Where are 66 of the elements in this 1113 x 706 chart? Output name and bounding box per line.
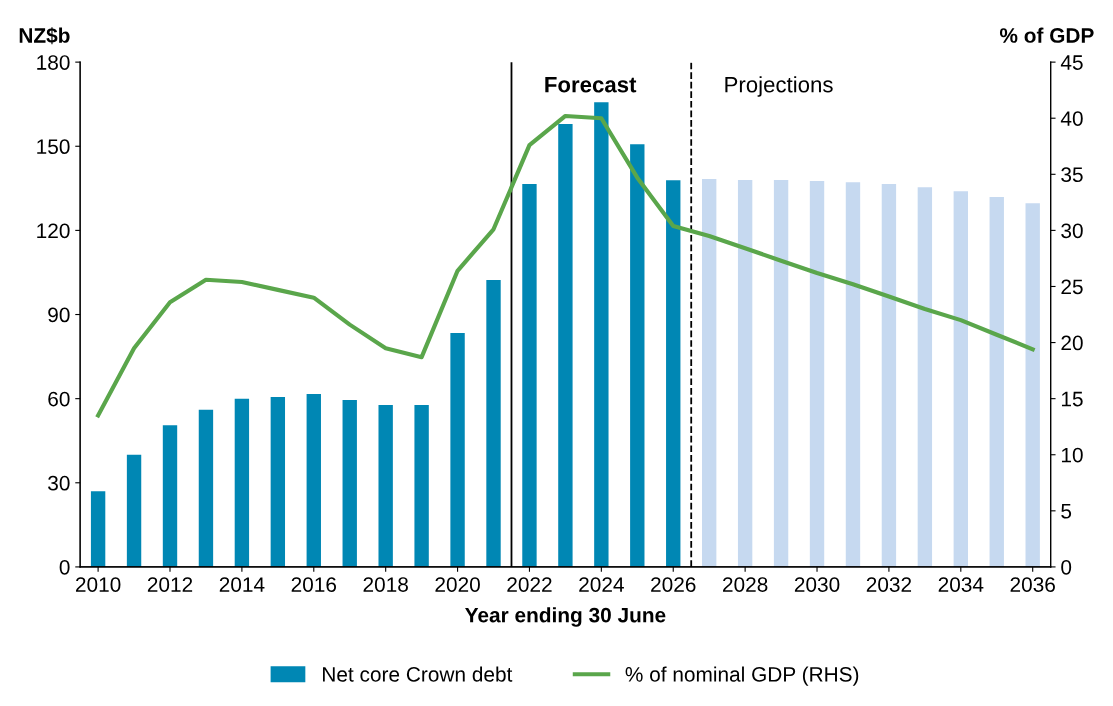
y-axis-title: NZ$b [19, 27, 70, 45]
bar [773, 179, 789, 567]
y-tick-label: 120 [37, 223, 70, 239]
bar [630, 144, 645, 567]
bar [737, 179, 753, 567]
bar [162, 425, 178, 567]
x-tick-label: 2026 [651, 577, 696, 592]
x-tick-label: 2028 [723, 577, 768, 592]
ref-line-label: Forecast [545, 76, 637, 93]
y2-tick-label: 20 [1061, 335, 1083, 351]
bar [126, 454, 142, 567]
bar [90, 491, 106, 567]
bar [917, 187, 933, 567]
x-tick-label: 2036 [1010, 577, 1055, 592]
y-tick-label: 90 [48, 307, 70, 323]
y-tick-label: 180 [37, 55, 70, 70]
x-tick-label: 2018 [363, 577, 408, 592]
bar [594, 102, 609, 567]
bar [270, 396, 286, 567]
legend-label: Net core Crown debt [323, 666, 513, 682]
x-tick-label: 2014 [219, 577, 265, 592]
y2-tick-label: 5 [1061, 504, 1072, 519]
bar [342, 400, 357, 567]
x-tick-label: 2020 [435, 577, 480, 592]
bar [522, 184, 537, 567]
y-tick-label: 0 [59, 559, 70, 575]
x-tick-label: 2012 [147, 577, 193, 592]
x-tick-label: 2016 [291, 577, 337, 592]
bar [450, 333, 465, 567]
y2-tick-label: 15 [1061, 391, 1083, 407]
y2-tick-label: 10 [1061, 447, 1083, 463]
bar [1025, 203, 1040, 567]
legend-label: % of nominal GDP (RHS) [625, 666, 859, 686]
bar [234, 398, 250, 567]
y2-tick-label: 30 [1061, 223, 1083, 239]
bar [845, 182, 861, 567]
x-axis-title: Year ending 30 June [465, 607, 666, 627]
y2-axis-title: % of GDP [999, 27, 1094, 43]
y2-tick-label: 35 [1061, 167, 1083, 183]
ref-line-label: Projections [725, 76, 833, 97]
bar [989, 197, 1004, 567]
bar [881, 184, 897, 567]
y2-tick-label: 45 [1060, 55, 1083, 70]
bar [809, 181, 825, 567]
bar [306, 393, 321, 567]
x-tick-label: 2030 [794, 577, 840, 592]
bar [198, 409, 214, 567]
bar [486, 280, 501, 567]
bar [558, 124, 573, 567]
x-tick-label: 2034 [938, 577, 984, 592]
y2-tick-label: 25 [1061, 279, 1083, 295]
bar [666, 180, 681, 567]
bar [953, 191, 968, 567]
y-tick-label: 60 [48, 391, 70, 407]
bar [378, 405, 393, 567]
x-tick-label: 2024 [579, 577, 624, 592]
x-tick-label: 2032 [866, 577, 912, 592]
x-tick-label: 2010 [75, 577, 121, 592]
y-tick-label: 150 [37, 139, 70, 155]
y2-tick-label: 40 [1060, 111, 1083, 126]
x-tick-label: 2022 [507, 577, 552, 592]
y-tick-label: 30 [48, 475, 70, 491]
bar [702, 179, 717, 567]
y2-tick-label: 0 [1061, 559, 1072, 575]
bar [414, 405, 429, 567]
line-series [96, 113, 1035, 418]
